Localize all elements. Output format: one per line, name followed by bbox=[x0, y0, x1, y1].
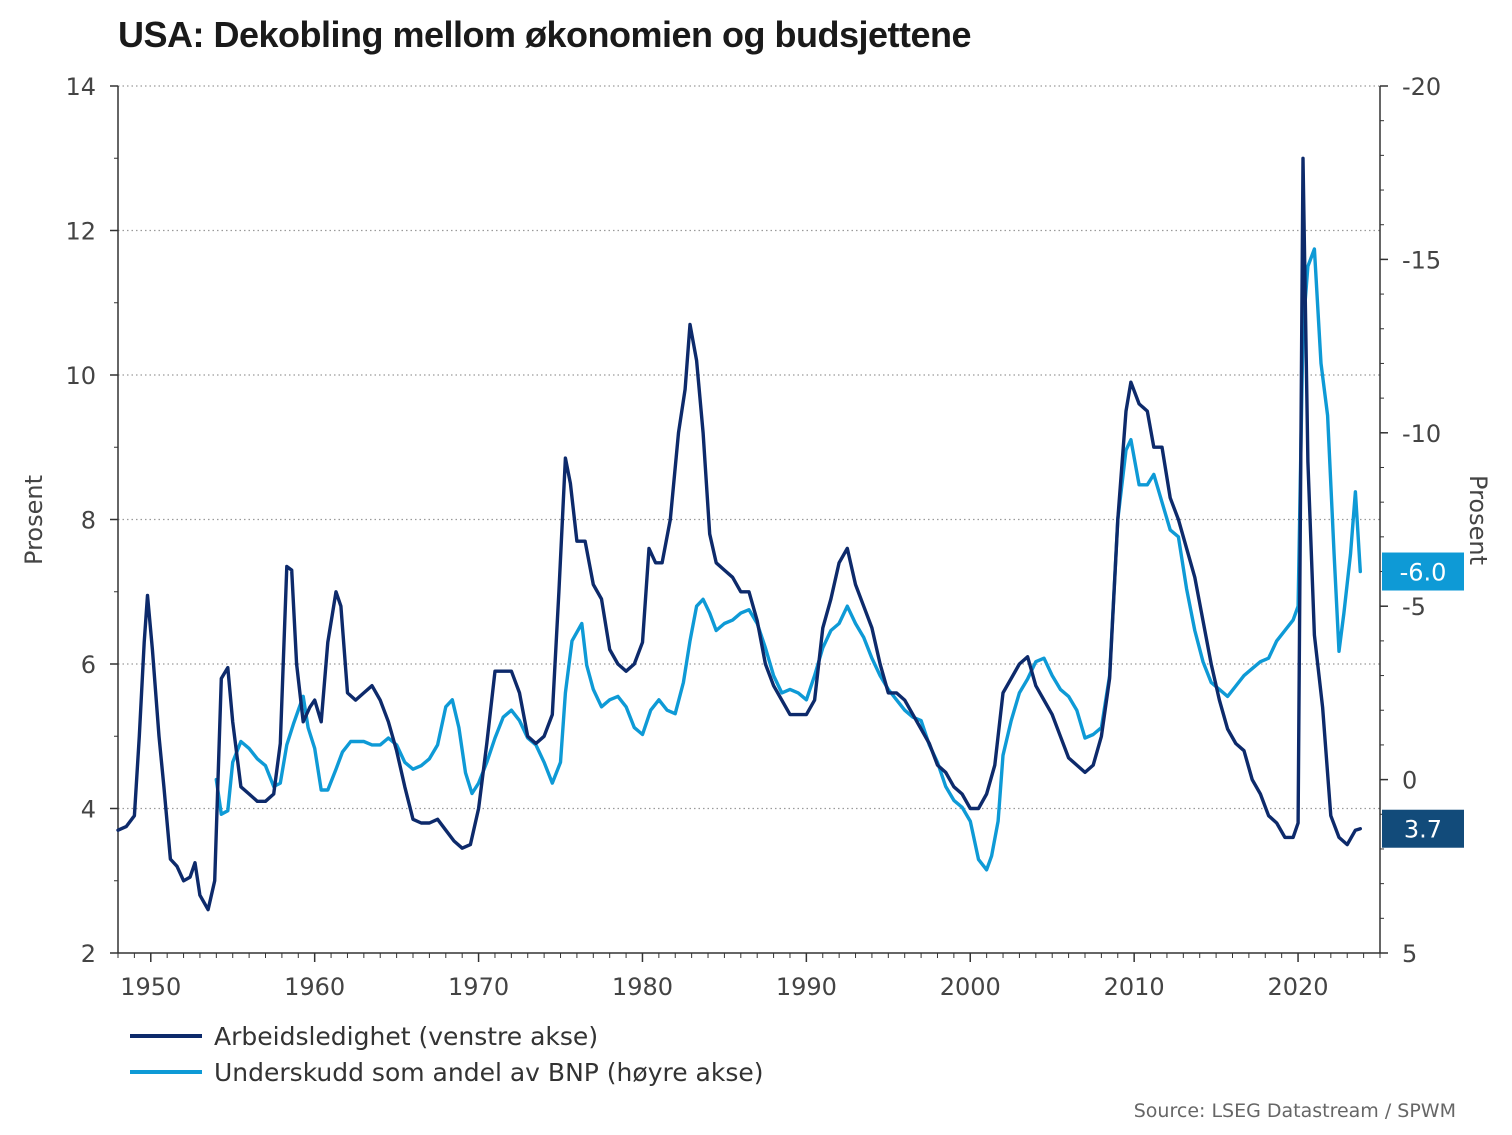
y-left-tick-label: 10 bbox=[65, 362, 96, 390]
y-left-tick-label: 6 bbox=[81, 651, 96, 679]
unemployment-end-label-text: 3.7 bbox=[1404, 816, 1442, 844]
y-left-tick-label: 8 bbox=[81, 507, 96, 535]
deficit-end-label: -6.0 bbox=[1382, 552, 1464, 591]
y-left-tick-label: 14 bbox=[65, 73, 96, 101]
unemployment-end-label: 3.7 bbox=[1382, 809, 1464, 848]
deficit-end-label-text: -6.0 bbox=[1400, 559, 1447, 587]
x-tick-label: 2000 bbox=[940, 973, 1001, 1001]
y-right-tick-label: -15 bbox=[1402, 246, 1441, 274]
y-axis-right-title: Prosent bbox=[1464, 475, 1492, 565]
y-right-tick-label: -10 bbox=[1402, 420, 1441, 448]
x-tick-label: 1980 bbox=[612, 973, 673, 1001]
x-tick-label: 1950 bbox=[120, 973, 181, 1001]
source-note: Source: LSEG Datastream / SPWM bbox=[1133, 1100, 1456, 1122]
legend-swatch-unemployment bbox=[130, 1034, 202, 1038]
line-chart: 2 4 6 8 10 12 14 5 0 -5 -10 -15 -20 1950 1960 1970 1980 1… bbox=[20, 73, 1492, 1001]
end-value-labels: 3.7 -6.0 bbox=[1382, 552, 1464, 848]
y-left-tick-label: 4 bbox=[81, 796, 96, 824]
gridlines bbox=[118, 85, 1380, 810]
y-left-tick-label: 12 bbox=[65, 218, 96, 246]
unemployment-end-label-box bbox=[1382, 809, 1464, 848]
legend-label-deficit: Underskudd som andel av BNP (høyre akse) bbox=[214, 1057, 764, 1087]
deficit-line bbox=[214, 247, 1362, 872]
unemployment-line bbox=[116, 156, 1362, 912]
x-tick-label: 2020 bbox=[1268, 973, 1329, 1001]
x-tick-label: 1970 bbox=[448, 973, 509, 1001]
axes bbox=[110, 85, 1388, 962]
tick-labels: 2 4 6 8 10 12 14 5 0 -5 -10 -15 -20 1950 1960 1970 1980 1… bbox=[65, 73, 1441, 1001]
legend-item-unemployment: Arbeidsledighet (venstre akse) bbox=[130, 1018, 764, 1054]
legend: Arbeidsledighet (venstre akse) Underskud… bbox=[130, 1018, 764, 1090]
legend-swatch-deficit bbox=[130, 1070, 202, 1074]
y-right-tick-label: -5 bbox=[1402, 593, 1426, 621]
y-left-tick-label: 2 bbox=[81, 940, 96, 968]
y-right-tick-label: -20 bbox=[1402, 73, 1441, 101]
y-right-tick-label: 0 bbox=[1402, 767, 1417, 795]
legend-label-unemployment: Arbeidsledighet (venstre akse) bbox=[214, 1021, 599, 1051]
y-right-tick-label: 5 bbox=[1402, 940, 1417, 968]
deficit-end-label-box bbox=[1382, 552, 1464, 591]
x-tick-label: 1990 bbox=[776, 973, 837, 1001]
series-lines bbox=[116, 156, 1362, 912]
y-axis-left-title: Prosent bbox=[20, 475, 48, 565]
chart-title: USA: Dekobling mellom økonomien og budsj… bbox=[118, 14, 972, 55]
x-tick-label: 1960 bbox=[284, 973, 345, 1001]
legend-item-deficit: Underskudd som andel av BNP (høyre akse) bbox=[130, 1054, 764, 1090]
x-tick-label: 2010 bbox=[1104, 973, 1165, 1001]
